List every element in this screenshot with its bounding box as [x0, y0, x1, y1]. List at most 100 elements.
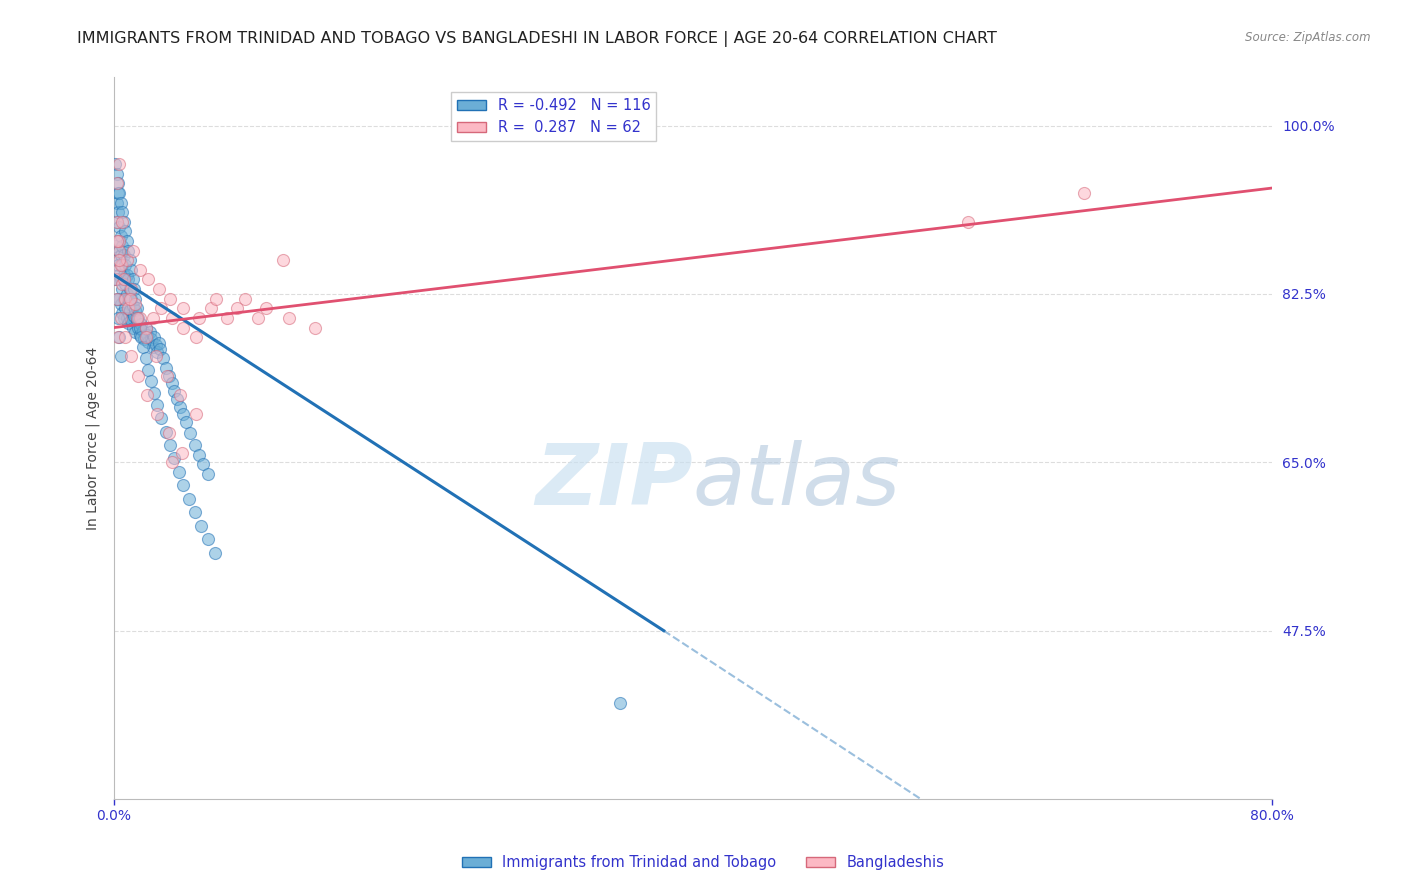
Point: [110, 229, 132, 244]
Point: [104, 272, 127, 286]
Point: [115, 310, 138, 325]
Point: [136, 328, 159, 343]
Point: [118, 282, 141, 296]
Point: [127, 320, 149, 334]
Point: [112, 292, 135, 306]
Point: [112, 268, 135, 282]
Point: [110, 296, 132, 310]
Point: [135, 320, 157, 334]
Legend: R = -0.492   N = 116, R =  0.287   N = 62: R = -0.492 N = 116, R = 0.287 N = 62: [451, 92, 657, 141]
Point: [136, 388, 159, 402]
Point: [125, 313, 148, 327]
Point: [124, 303, 146, 318]
Point: [128, 310, 150, 325]
Point: [111, 239, 134, 253]
Point: [115, 287, 138, 301]
Point: [148, 282, 170, 296]
Point: [142, 340, 165, 354]
Point: [107, 205, 129, 219]
Point: [956, 215, 979, 229]
Point: [142, 310, 165, 325]
Point: [105, 176, 128, 190]
Point: [204, 546, 226, 560]
Point: [200, 301, 222, 316]
Point: [111, 258, 134, 272]
Point: [157, 426, 180, 441]
Point: [120, 350, 142, 364]
Point: [105, 167, 128, 181]
Point: [108, 234, 131, 248]
Point: [141, 332, 163, 346]
Point: [157, 368, 180, 383]
Point: [107, 258, 129, 272]
Point: [129, 317, 152, 331]
Point: [105, 292, 128, 306]
Point: [105, 272, 128, 286]
Point: [129, 330, 152, 344]
Point: [145, 350, 167, 364]
Point: [174, 415, 197, 429]
Point: [150, 301, 173, 316]
Point: [172, 407, 194, 421]
Point: [111, 282, 134, 296]
Point: [107, 176, 129, 190]
Point: [125, 310, 148, 325]
Point: [167, 465, 190, 479]
Point: [107, 330, 129, 344]
Point: [128, 263, 150, 277]
Point: [172, 320, 194, 334]
Point: [107, 234, 129, 248]
Point: [247, 310, 270, 325]
Point: [128, 320, 150, 334]
Point: [108, 157, 131, 171]
Point: [179, 426, 201, 441]
Point: [124, 296, 146, 310]
Point: [110, 272, 132, 286]
Point: [138, 363, 160, 377]
Point: [254, 301, 277, 316]
Point: [105, 292, 128, 306]
Point: [120, 263, 142, 277]
Point: [105, 195, 128, 210]
Point: [184, 505, 207, 519]
Point: [108, 292, 131, 306]
Point: [145, 338, 167, 352]
Point: [105, 253, 128, 268]
Point: [112, 248, 135, 262]
Y-axis label: In Labor Force | Age 20-64: In Labor Force | Age 20-64: [86, 347, 100, 530]
Point: [104, 157, 127, 171]
Point: [152, 351, 174, 366]
Point: [114, 224, 136, 238]
Point: [172, 478, 194, 492]
Point: [125, 301, 148, 316]
Point: [108, 268, 131, 282]
Point: [127, 368, 149, 383]
Point: [104, 272, 127, 286]
Point: [146, 407, 169, 421]
Point: [122, 309, 145, 323]
Point: [304, 320, 326, 334]
Point: [143, 386, 166, 401]
Point: [105, 215, 128, 229]
Point: [112, 215, 135, 229]
Point: [104, 239, 127, 253]
Point: [172, 301, 194, 316]
Point: [138, 272, 160, 286]
Point: [197, 533, 219, 547]
Point: [1073, 186, 1095, 200]
Point: [111, 277, 134, 292]
Point: [135, 351, 157, 366]
Point: [118, 292, 141, 306]
Point: [121, 272, 143, 286]
Point: [132, 332, 155, 346]
Point: [141, 375, 163, 389]
Point: [115, 268, 138, 282]
Point: [107, 263, 129, 277]
Point: [163, 451, 186, 466]
Point: [135, 330, 157, 344]
Point: [156, 368, 179, 383]
Point: [150, 411, 173, 425]
Text: Source: ZipAtlas.com: Source: ZipAtlas.com: [1246, 31, 1371, 45]
Point: [117, 272, 139, 286]
Point: [277, 310, 299, 325]
